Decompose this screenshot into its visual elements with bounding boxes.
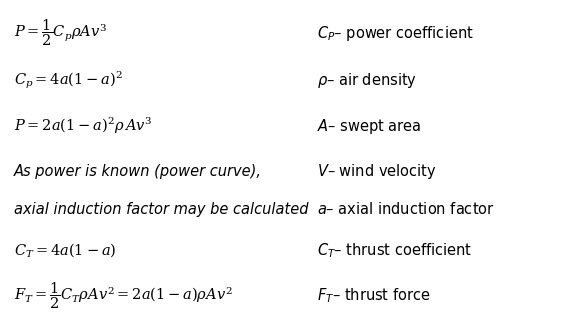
Text: $\rho$– air density: $\rho$– air density xyxy=(317,71,417,90)
Text: $V$– wind velocity: $V$– wind velocity xyxy=(317,162,437,181)
Text: $C_p = 4a(1-a)^2$: $C_p = 4a(1-a)^2$ xyxy=(14,70,123,91)
Text: $C_T$– thrust coefficient: $C_T$– thrust coefficient xyxy=(317,241,472,260)
Text: $P = 2a(1-a)^2\rho\, Av^3$: $P = 2a(1-a)^2\rho\, Av^3$ xyxy=(14,116,152,136)
Text: $F_T$– thrust force: $F_T$– thrust force xyxy=(317,287,431,306)
Text: As power is known (power curve),: As power is known (power curve), xyxy=(14,164,262,179)
Text: axial induction factor may be calculated: axial induction factor may be calculated xyxy=(14,202,309,217)
Text: $A$– swept area: $A$– swept area xyxy=(317,117,421,135)
Text: $F_T = \dfrac{1}{2}C_T\rho A v^2 = 2a(1-a)\rho A v^2$: $F_T = \dfrac{1}{2}C_T\rho A v^2 = 2a(1-… xyxy=(14,281,233,312)
Text: $a$– axial induction factor: $a$– axial induction factor xyxy=(317,202,494,217)
Text: $P = \dfrac{1}{2}C_p\rho A v^3$: $P = \dfrac{1}{2}C_p\rho A v^3$ xyxy=(14,18,107,49)
Text: $C_T = 4a(1-a)$: $C_T = 4a(1-a)$ xyxy=(14,242,116,259)
Text: $C_P$– power coefficient: $C_P$– power coefficient xyxy=(317,24,474,43)
